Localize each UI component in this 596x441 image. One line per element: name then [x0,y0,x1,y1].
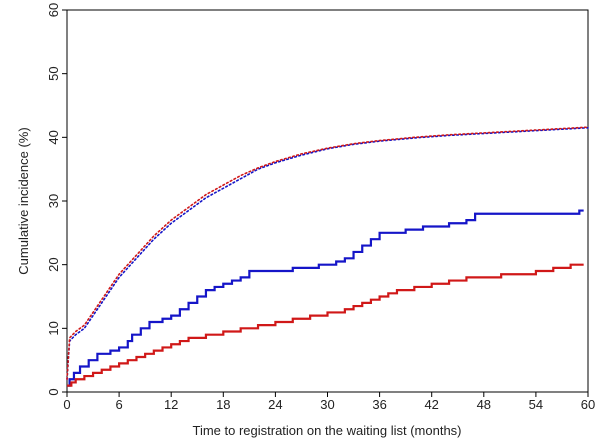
x-tick-label: 18 [216,397,230,412]
x-axis: 0 6 12 18 24 30 36 42 48 54 60 [63,392,595,412]
step-curve-1 [67,209,584,387]
dotted-curve-4 [66,126,589,381]
x-tick-label: 60 [581,397,595,412]
y-axis-title: Cumulative incidence (%) [16,127,31,274]
x-tick-label: 6 [115,397,122,412]
series-layer [66,126,589,387]
x-tick-label: 30 [320,397,334,412]
x-tick-label: 48 [477,397,491,412]
y-axis: 0 10 20 30 40 50 60 [46,3,67,396]
y-tick-label: 20 [46,257,61,271]
y-tick-label: 0 [46,388,61,395]
x-axis-title: Time to registration on the waiting list… [192,423,461,438]
y-tick-label: 60 [46,3,61,17]
x-tick-label: 42 [424,397,438,412]
dotted-curve-3 [66,126,589,381]
y-tick-label: 40 [46,130,61,144]
x-tick-label: 0 [63,397,70,412]
x-tick-label: 36 [372,397,386,412]
y-tick-label: 10 [46,321,61,335]
y-tick-label: 30 [46,194,61,208]
x-tick-label: 24 [268,397,282,412]
x-tick-label: 12 [164,397,178,412]
step-curve-2 [67,263,584,387]
y-tick-label: 50 [46,66,61,80]
plot-frame [66,9,589,393]
x-tick-label: 54 [529,397,543,412]
